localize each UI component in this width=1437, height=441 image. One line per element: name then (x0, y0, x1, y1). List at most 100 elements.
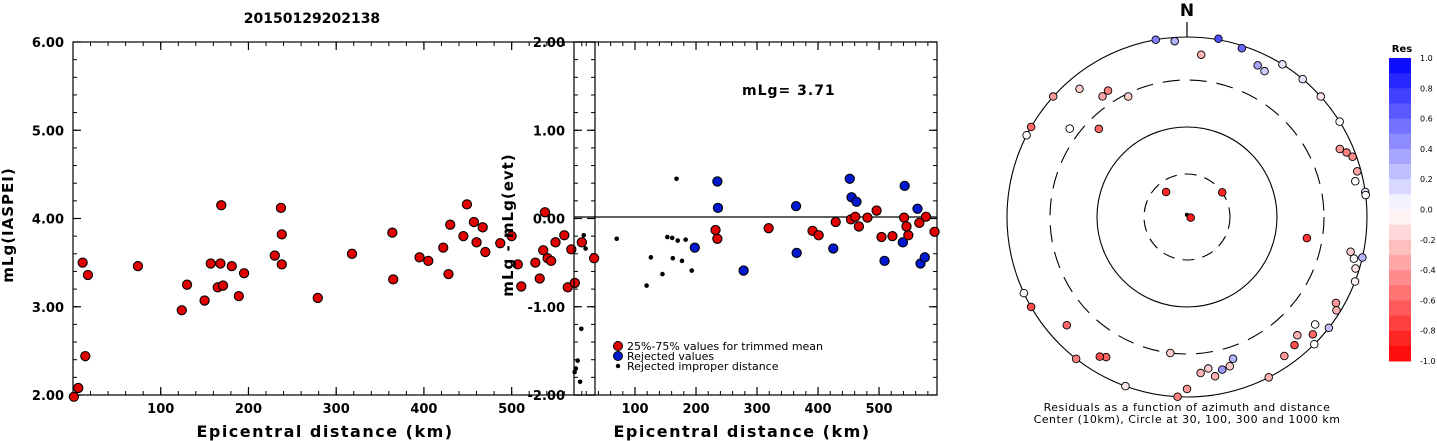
rejected-point (790, 200, 802, 212)
data-point (346, 248, 358, 259)
north-label: N (1180, 1, 1194, 21)
rejected-point (912, 203, 923, 214)
station-residual-point (1335, 144, 1345, 154)
data-point (388, 274, 399, 285)
x-tick-label: 500 (865, 402, 892, 417)
data-point (569, 277, 580, 289)
x-tick-label: 500 (498, 402, 525, 417)
x-tick-label: 200 (682, 402, 709, 417)
y-tick-label: 2.00 (32, 389, 64, 404)
station-residual-point (1075, 84, 1084, 94)
improper-distance-point (689, 268, 695, 273)
y-tick-label: 0.00 (533, 213, 565, 228)
trimmed-point (914, 217, 925, 229)
data-point (238, 268, 250, 279)
colorbar-tick-label: -1.0 (1420, 357, 1436, 366)
data-point (276, 229, 287, 240)
data-point (217, 280, 229, 291)
data-point (176, 305, 187, 316)
data-point (73, 382, 84, 394)
colorbar-cell (1389, 330, 1411, 347)
ring-30km (1143, 173, 1231, 261)
station-residual-point (1048, 92, 1058, 101)
data-point (199, 295, 210, 306)
ring-300km (1049, 79, 1325, 355)
y-tick-label: -1.00 (528, 301, 565, 316)
station-residual-point (1350, 277, 1360, 286)
station-residual-point (1103, 86, 1113, 95)
x-tick-label: 300 (323, 402, 350, 417)
colorbar-cell (1389, 103, 1411, 120)
legend-marker-trimmed (613, 341, 623, 351)
y-tick-label: 5.00 (32, 124, 64, 139)
station-residual-point (1166, 348, 1175, 358)
trimmed-point (853, 221, 865, 232)
station-residual-point (1210, 372, 1220, 381)
data-point (82, 269, 94, 281)
colorbar-tick-labels: 1.0 0.8 0.6 0.4 0.2 0.0 -0.2 -0.4 -0.6 -0.8 -1.0 (1420, 54, 1436, 366)
data-point (443, 268, 454, 280)
trimmed-point (850, 211, 861, 222)
data-point (132, 261, 144, 272)
colorbar-cell (1389, 209, 1411, 226)
polar-caption-line2: Center (10km), Circle at 30, 100, 300 an… (1034, 413, 1341, 426)
data-point (233, 291, 244, 302)
data-point (534, 273, 545, 284)
rejected-point (879, 255, 890, 267)
improper-distance-point (573, 366, 579, 371)
station-residual-point (1225, 361, 1235, 371)
rejected-point (689, 242, 700, 253)
trimmed-point (876, 231, 887, 243)
station-residual-point (1151, 35, 1160, 44)
colorbar-cell (1389, 285, 1411, 301)
station-residual-point (1302, 233, 1312, 243)
data-point (181, 279, 193, 290)
data-point (559, 230, 570, 241)
colorbar-tick-label: -0.4 (1420, 266, 1436, 275)
figure-title: 20150129202138 (244, 11, 380, 27)
polar-residual-plot: N Residuals as a function of azimuth and… (1006, 1, 1370, 426)
improper-distance-point (683, 237, 688, 242)
left-scatter-panel: 2.00 3.00 4.00 5.00 6.00 100 200 300 400 500 Epic… (0, 36, 600, 441)
colorbar-cell (1389, 270, 1411, 286)
station-residual-point (1264, 373, 1273, 382)
rejected-point (844, 173, 855, 184)
legend-label-trimmed: 25%-75% values for trimmed mean (627, 340, 823, 353)
colorbar-tick-label: -0.2 (1420, 236, 1436, 245)
colorbar-cell (1389, 73, 1411, 89)
station-residual-point (1335, 117, 1344, 126)
trimmed-point (887, 230, 898, 242)
middle-data-points (572, 173, 940, 385)
data-point (471, 237, 482, 248)
improper-distance-point (648, 255, 654, 260)
left-data-points (68, 199, 600, 402)
data-point (495, 238, 506, 249)
rejected-point (791, 247, 802, 259)
data-point (275, 202, 287, 214)
y-tick-label: 6.00 (32, 36, 64, 51)
data-point (414, 252, 425, 263)
rejected-point (897, 237, 908, 248)
trimmed-point (898, 212, 910, 223)
data-point (512, 259, 523, 270)
data-point (461, 199, 473, 210)
improper-distance-point (660, 271, 665, 277)
colorbar-tick-label: 1.0 (1420, 54, 1433, 63)
station-residual-point (1331, 298, 1341, 308)
station-residual-point (1310, 340, 1319, 349)
station-residual-point (1123, 92, 1133, 101)
improper-distance-point (581, 232, 587, 238)
improper-distance-point (665, 234, 670, 240)
station-residual-point (1348, 152, 1357, 161)
trimmed-point (712, 233, 723, 244)
colorbar-tick-label: -0.8 (1420, 327, 1436, 336)
trimmed-point (813, 230, 824, 241)
colorbar-cell (1389, 315, 1411, 332)
station-residual-point (1260, 66, 1269, 76)
x-tick-label: 400 (804, 402, 831, 417)
colorbar-cell (1389, 224, 1411, 241)
colorbar-tick-label: 0.6 (1420, 115, 1433, 124)
colorbar-cell (1389, 239, 1411, 256)
colorbar-cell (1389, 254, 1411, 271)
rejected-point (828, 243, 839, 254)
